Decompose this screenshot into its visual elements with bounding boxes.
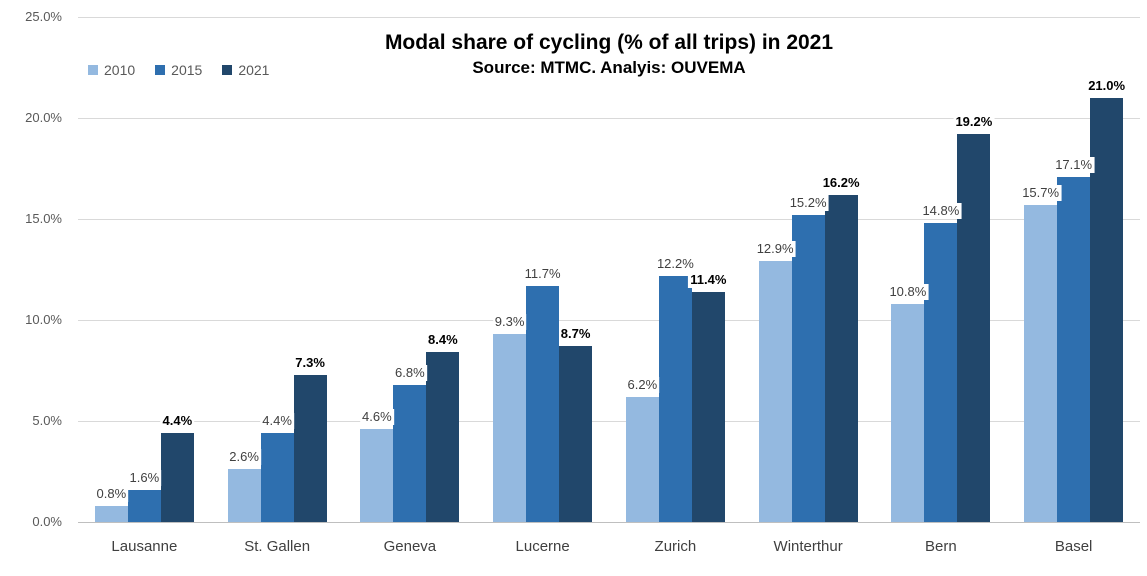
data-label-2010: 9.3% [492, 314, 527, 331]
bar-2010-geneva [360, 429, 394, 522]
x-axis-line [78, 522, 1140, 523]
bar-2010-lucerne [493, 334, 527, 522]
bar-2021-bern [957, 134, 991, 522]
data-label-2015: 6.8% [393, 364, 427, 381]
data-label-2015: 15.2% [787, 194, 829, 211]
bar-2021-basel [1090, 97, 1124, 522]
data-label-2010: 12.9% [754, 241, 796, 258]
bar-2021-lucerne [559, 346, 593, 522]
x-category-label: Winterthur [773, 538, 843, 555]
bar-2021-lausanne [160, 433, 194, 522]
gridline [78, 118, 1140, 119]
bar-2015-winterthur [791, 214, 825, 522]
legend-label: 2010 [104, 62, 136, 78]
legend-label: 2015 [171, 62, 203, 78]
y-tick-label: 0.0% [32, 514, 62, 529]
y-tick-label: 5.0% [32, 413, 62, 428]
x-category-label: Geneva [383, 538, 437, 555]
bar-2021-st-gallen [293, 374, 327, 522]
y-tick-label: 25.0% [25, 9, 62, 24]
bar-2010-basel [1024, 204, 1058, 522]
data-label-2010: 4.6% [360, 409, 394, 426]
data-label-2021: 11.4% [688, 271, 729, 288]
y-tick-label: 20.0% [25, 110, 62, 125]
bar-2021-zurich [691, 291, 725, 522]
legend-marker-icon [222, 65, 233, 75]
x-category-label: Lucerne [515, 538, 570, 555]
data-label-2015: 12.2% [654, 255, 696, 272]
data-label-2010: 0.8% [94, 485, 129, 502]
x-category-label: St. Gallen [244, 538, 311, 555]
legend: 2010 2015 2021 [88, 62, 269, 78]
bar-2015-st-gallen [260, 433, 294, 522]
x-category-label: Bern [925, 538, 957, 555]
data-label-2015: 14.8% [920, 203, 962, 220]
data-label-2015: 11.7% [522, 265, 563, 282]
bar-2010-bern [891, 303, 925, 522]
legend-item-2010: 2010 [88, 62, 135, 78]
data-label-2021: 21.0% [1086, 77, 1128, 94]
y-tick-label: 10.0% [25, 312, 62, 327]
y-tick-label: 15.0% [25, 211, 62, 226]
data-label-2010: 2.6% [227, 449, 261, 466]
legend-item-2015: 2015 [155, 62, 202, 78]
data-label-2021: 16.2% [820, 174, 862, 191]
bar-2015-lausanne [127, 489, 161, 522]
data-label-2010: 6.2% [625, 376, 660, 393]
data-label-2021: 8.7% [558, 326, 593, 343]
data-label-2021: 7.3% [293, 354, 327, 371]
x-category-label: Lausanne [111, 538, 178, 555]
data-label-2021: 19.2% [953, 114, 995, 131]
data-label-2015: 1.6% [127, 469, 162, 486]
gridline [78, 421, 1140, 422]
legend-item-2021: 2021 [222, 62, 269, 78]
bar-2015-lucerne [526, 285, 560, 522]
legend-marker-icon [155, 65, 166, 75]
chart-title: Modal share of cycling (% of all trips) … [384, 31, 834, 54]
bar-2015-geneva [393, 384, 427, 522]
data-label-2015: 17.1% [1053, 156, 1095, 173]
legend-label: 2021 [238, 62, 270, 78]
data-label-2015: 4.4% [260, 413, 294, 430]
bar-2010-lausanne [94, 505, 128, 522]
bar-2015-basel [1057, 176, 1091, 522]
bar-2021-geneva [426, 352, 460, 522]
data-label-2021: 8.4% [426, 332, 460, 349]
x-category-label: Basel [1054, 538, 1093, 555]
data-label-2010: 15.7% [1020, 184, 1062, 201]
bar-2015-bern [924, 223, 958, 522]
gridline [78, 219, 1140, 220]
gridline [78, 17, 1140, 18]
plot-area: 0.8% 1.6% 4.4% 2.6% 4.4% 7.3% 4.6% 6.8% 8.4% 9.3%… [78, 17, 1140, 523]
bar-2010-winterthur [758, 261, 792, 522]
chart-subtitle: Source: MTMC. Analyis: OUVEMA [472, 58, 746, 77]
bar-2021-winterthur [824, 194, 858, 522]
bar-2010-st-gallen [227, 469, 261, 522]
bar-2010-zurich [625, 396, 659, 522]
gridline [78, 320, 1140, 321]
data-label-2010: 10.8% [887, 283, 929, 300]
x-category-label: Zurich [654, 538, 697, 555]
legend-marker-icon [88, 65, 98, 75]
bar-2015-zurich [658, 275, 692, 522]
data-label-2021: 4.4% [160, 413, 195, 430]
